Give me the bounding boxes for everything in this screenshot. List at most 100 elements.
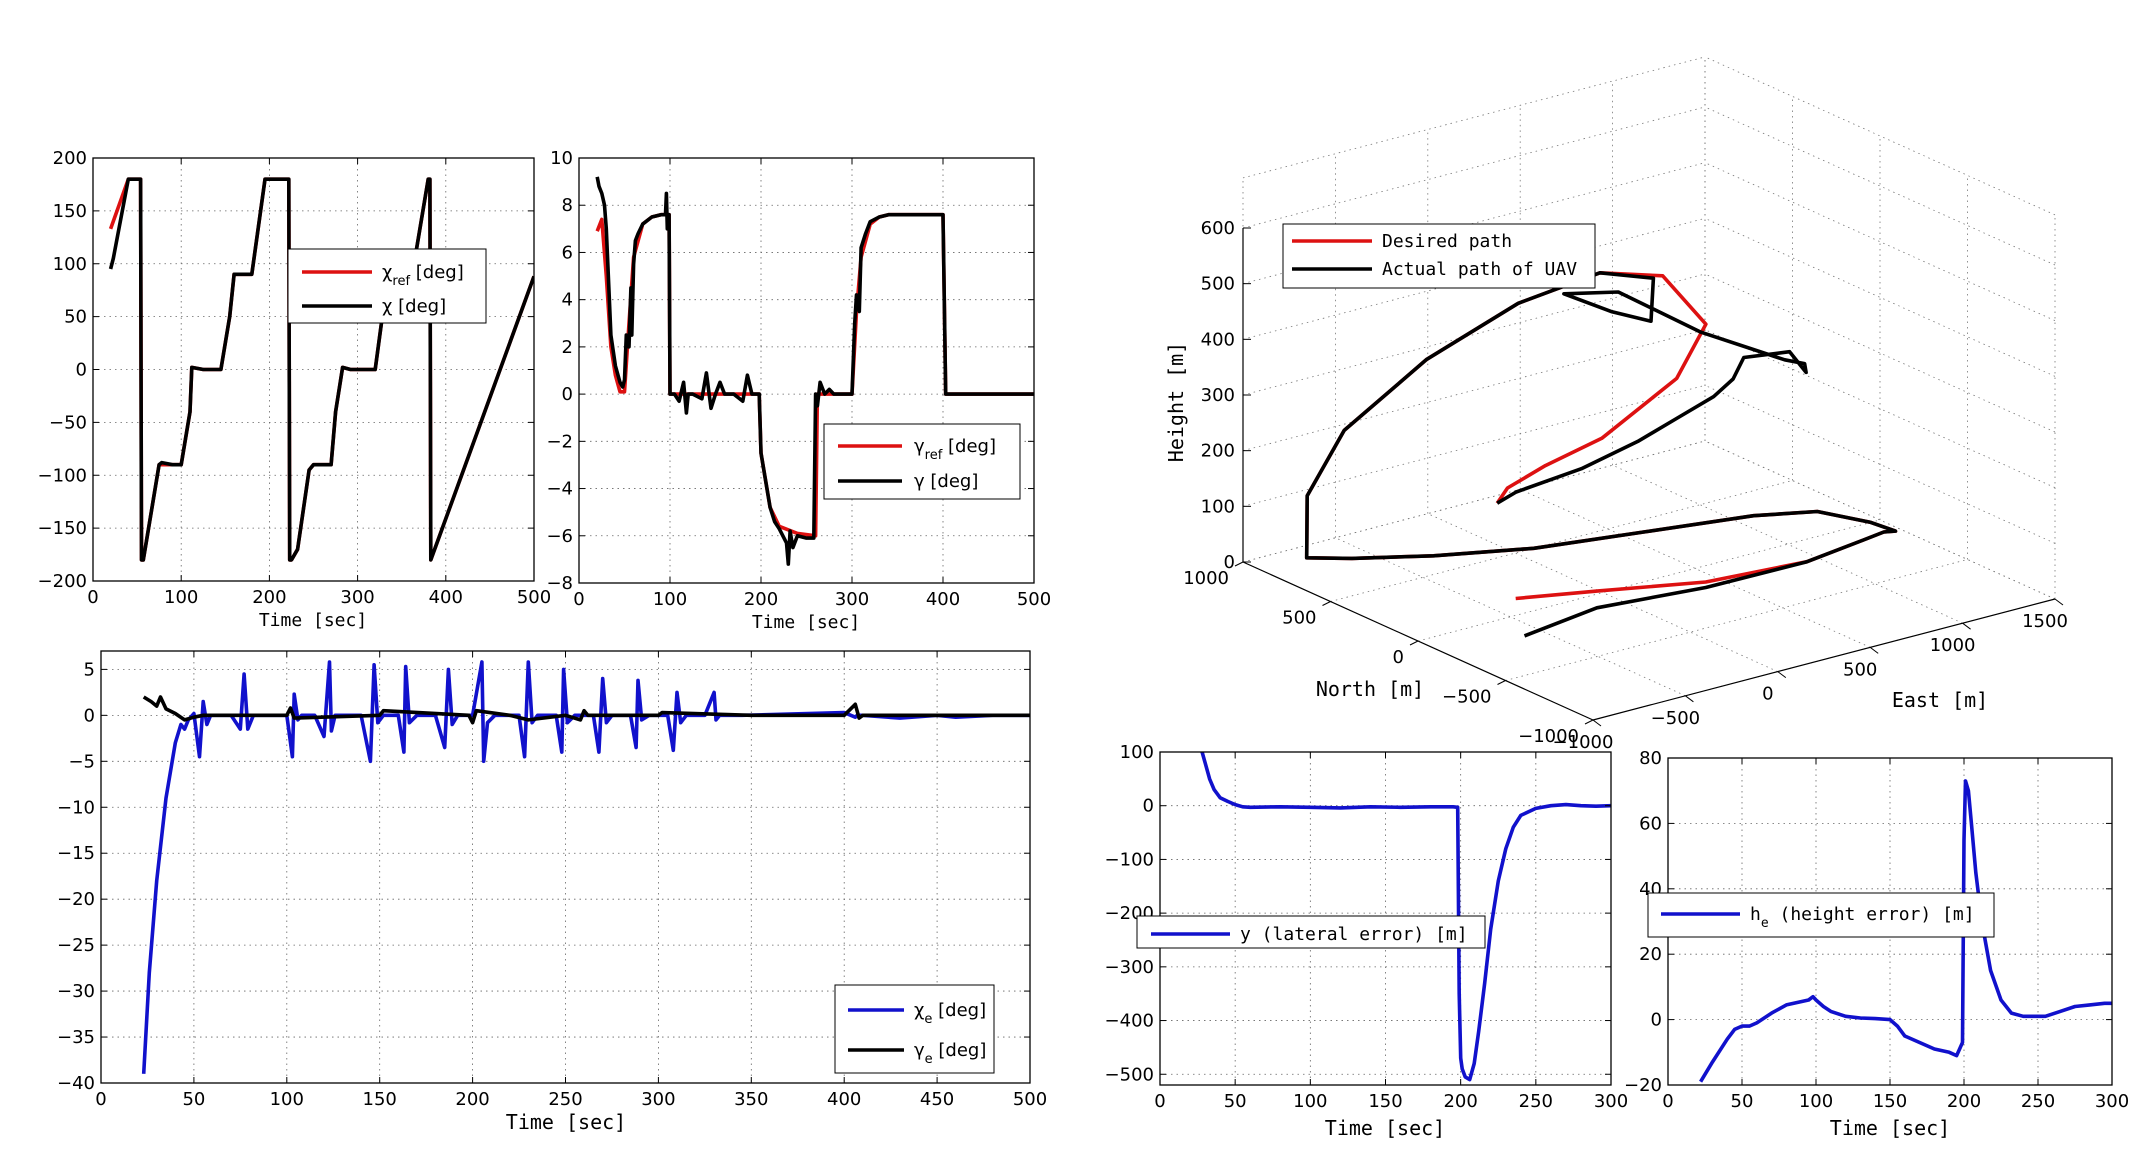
floor-gridline xyxy=(1335,537,1686,697)
x-tick-label: 0 xyxy=(1662,1091,1673,1112)
path3d-series xyxy=(1304,270,1898,638)
x-tick-label: 100 xyxy=(164,587,198,608)
north-tick-label: −1000 xyxy=(1518,726,1579,747)
legend-label: χe [deg] xyxy=(914,1000,986,1027)
lateral-error-legend: y (lateral error) [m] xyxy=(1136,915,1486,949)
y-tick-label: 50 xyxy=(64,307,87,328)
east-tick-mark xyxy=(1869,647,1879,654)
sidewall-gridline xyxy=(1704,273,2056,433)
x-tick-label: 100 xyxy=(1799,1091,1833,1112)
path3d-ylabel: North [m] xyxy=(1316,677,1424,701)
lateral-error-ticks: 0 50 100 150 200 250 300−500−400−300−200−10001… xyxy=(1105,742,1629,1112)
x-tick-label: 0 xyxy=(573,589,584,610)
backwall-gridline xyxy=(1242,273,1706,396)
x-tick-label: 350 xyxy=(734,1089,768,1110)
lateral-error-xlabel: Time [sec] xyxy=(1325,1116,1445,1140)
y-tick-label: 150 xyxy=(53,201,87,222)
y-tick-label: −100 xyxy=(38,465,87,486)
legend-label: χref [deg] xyxy=(382,262,464,289)
north-tick-label: 0 xyxy=(1393,647,1404,668)
y-tick-label: −2 xyxy=(546,431,573,452)
height-tick-label: 400 xyxy=(1201,329,1235,350)
chi-legend: χref [deg] χ [deg] xyxy=(287,248,487,324)
y-tick-label: 20 xyxy=(1639,944,1662,965)
legend-label: Actual path of UAV xyxy=(1382,259,1577,280)
legend-label: γe [deg] xyxy=(914,1040,986,1067)
y-tick-label: −8 xyxy=(546,573,573,594)
east-tick-mark xyxy=(2054,598,2064,606)
y-tick-label: 200 xyxy=(53,148,87,169)
east-axis-line xyxy=(1592,598,2056,721)
north-tick-mark xyxy=(1234,561,1244,567)
path3d-legend-box xyxy=(1282,223,1596,289)
north-tick-label: 1000 xyxy=(1183,568,1229,589)
angle-error-ticks: 0 50 100 150 200 250 300 350 400 450 500−40−35−30−… xyxy=(57,651,1047,1110)
chi-legend-box xyxy=(287,248,487,324)
y-tick-label: −4 xyxy=(546,479,573,500)
lateral-error-legend-box xyxy=(1136,915,1486,949)
floor-gridline xyxy=(1612,464,1963,624)
series-line-1 xyxy=(108,177,534,562)
height-error-xlabel: Time [sec] xyxy=(1830,1116,1950,1140)
chi-grid xyxy=(93,158,534,581)
y-tick-label: −25 xyxy=(57,935,95,956)
gamma-plot-frame xyxy=(578,157,1035,584)
path3d-series-line-1 xyxy=(1304,270,1898,638)
x-tick-label: 0 xyxy=(95,1089,106,1110)
sidewall-gridline xyxy=(1704,162,2056,322)
x-tick-label: 400 xyxy=(429,587,463,608)
path3d-axes-box xyxy=(1242,56,2056,721)
chi-series xyxy=(108,177,534,562)
y-tick-label: −150 xyxy=(38,518,87,539)
legend-label: y (lateral error) [m] xyxy=(1240,924,1468,945)
gamma-legend-box xyxy=(823,423,1021,500)
angle-error-xlabel: Time [sec] xyxy=(506,1110,626,1134)
height-tick-label: 300 xyxy=(1201,385,1235,406)
y-tick-label: −35 xyxy=(57,1027,95,1048)
x-tick-label: 250 xyxy=(548,1089,582,1110)
east-tick-label: −1000 xyxy=(1553,732,1614,753)
y-tick-label: 10 xyxy=(550,148,573,169)
y-tick-label: 0 xyxy=(1651,1010,1662,1031)
floor-gridline xyxy=(1427,513,1778,672)
series-line-0 xyxy=(108,177,534,562)
y-tick-label: −30 xyxy=(57,981,95,1002)
east-tick-label: 500 xyxy=(1843,659,1877,680)
x-tick-label: 150 xyxy=(1873,1091,1907,1112)
y-tick-label: 100 xyxy=(53,254,87,275)
east-tick-label: 1000 xyxy=(1930,635,1976,656)
y-tick-label: −200 xyxy=(38,571,87,592)
legend-label: γ [deg] xyxy=(914,471,978,492)
x-tick-label: 400 xyxy=(827,1089,861,1110)
x-tick-label: 200 xyxy=(744,589,778,610)
x-tick-label: 0 xyxy=(87,587,98,608)
x-tick-label: 50 xyxy=(182,1089,205,1110)
north-tick-mark xyxy=(1409,640,1419,646)
height-error-grid xyxy=(1668,758,2112,1085)
y-tick-label: 0 xyxy=(1143,796,1154,817)
x-tick-label: 500 xyxy=(1013,1089,1047,1110)
path3d-series-line-0 xyxy=(1304,270,1898,601)
legend-label: he (height error) [m] xyxy=(1750,904,1975,931)
path3d-panel: −1000−500050010001500−1000−5000500100001… xyxy=(1164,56,2068,753)
height-error-series xyxy=(1699,779,2112,1083)
box-edge xyxy=(1242,56,1706,179)
path3d-xlabel: East [m] xyxy=(1892,688,1988,712)
chi-ticks: 0 100 200 300 400 500 −200 −150 −100 −50 0 50 100 150… xyxy=(38,148,552,608)
height-tick-label: 0 xyxy=(1224,552,1235,573)
y-tick-label: −40 xyxy=(57,1073,95,1094)
legend-label: Desired path xyxy=(1382,231,1512,252)
x-tick-label: 500 xyxy=(517,587,551,608)
x-tick-label: 0 xyxy=(1154,1091,1165,1112)
x-tick-label: 250 xyxy=(1519,1091,1553,1112)
y-tick-label: −300 xyxy=(1105,957,1154,978)
x-tick-label: 50 xyxy=(1224,1091,1247,1112)
y-tick-label: −6 xyxy=(546,526,573,547)
sidewall-gridline xyxy=(1704,440,2056,600)
gamma-legend: γref [deg] γ [deg] xyxy=(823,423,1021,500)
height-tick-label: 200 xyxy=(1201,441,1235,462)
gamma-ticks: 0 100 200 300 400 500 −8 −6 −4 −2 0 2 4 6 8 10 xyxy=(546,148,1051,610)
y-tick-label: −20 xyxy=(1624,1075,1662,1096)
